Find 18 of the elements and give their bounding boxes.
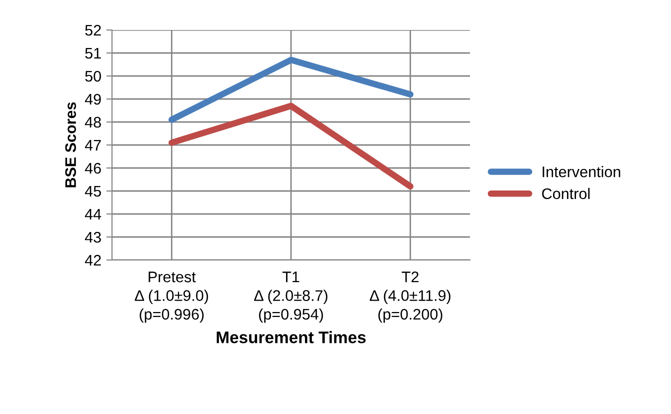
y-tick-label: 45 — [84, 186, 101, 197]
y-tick-label: 48 — [84, 116, 101, 128]
y-tick-label: 52 — [85, 24, 101, 36]
y-tick-label: 42 — [84, 254, 101, 266]
x-tick-label: T1 Δ (2.0±8.7) (p=0.954) — [254, 272, 328, 323]
y-tick-label: 50 — [85, 70, 101, 82]
legend-label: Control — [542, 188, 590, 200]
x-tick-label: Pretest Δ (1.0±9.0) (p=0.996) — [134, 272, 208, 323]
y-tick-label: 46 — [84, 162, 101, 174]
y-tick-label: 49 — [84, 94, 101, 105]
y-tick-label: 43 — [84, 232, 101, 243]
y-axis-title: BSE Scores — [65, 102, 76, 188]
x-axis-title: Mesurement Times — [216, 331, 366, 344]
y-tick-label: 47 — [84, 140, 101, 151]
legend-label: Intervention — [542, 166, 620, 178]
x-tick-label: T2 Δ (4.0±11.9) (p=0.200) — [370, 272, 450, 323]
y-tick-label: 44 — [84, 209, 102, 220]
y-tick-label: 51 — [85, 48, 101, 59]
